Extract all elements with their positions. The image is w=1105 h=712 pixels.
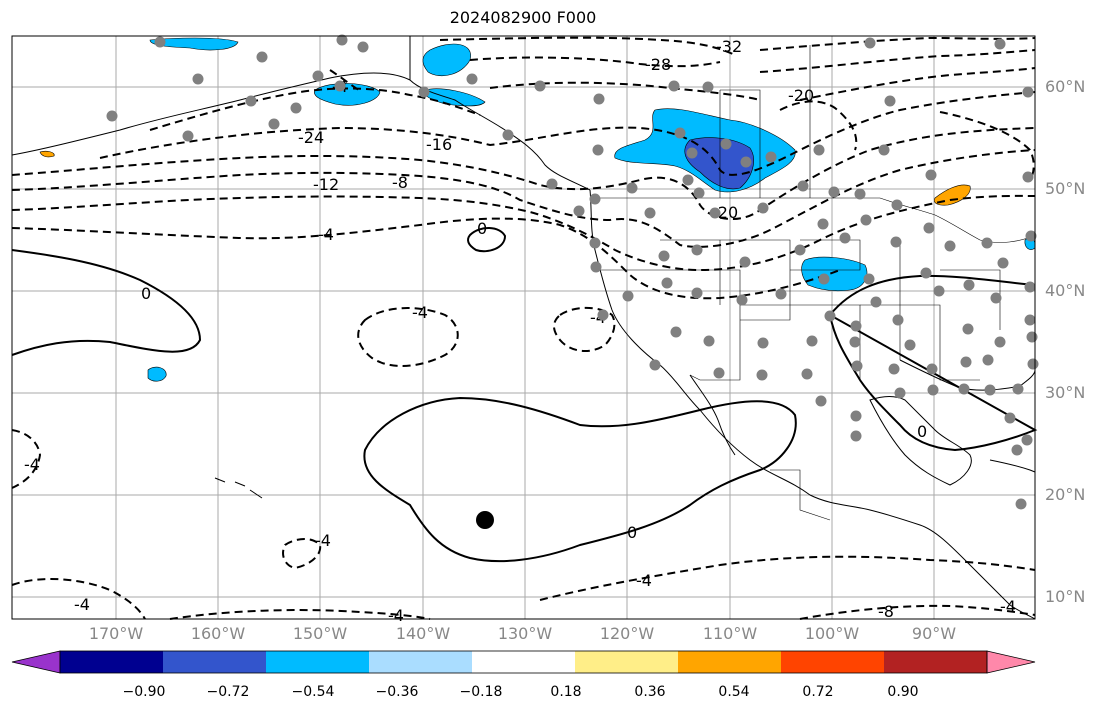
lat-label-60n: 60°N <box>1045 77 1086 96</box>
contour-label: -4 <box>318 225 334 244</box>
contour-label: 0 <box>477 219 487 238</box>
lon-label-90w: 90°W <box>911 624 957 643</box>
colorbar-segment <box>472 651 576 673</box>
lon-label-140w: 140°W <box>395 624 451 643</box>
contour-label: -28 <box>645 55 671 74</box>
lon-label-160w: 160°W <box>190 624 246 643</box>
lat-label-50n: 50°N <box>1045 179 1086 198</box>
contour-label: -4 <box>388 606 404 625</box>
colorbar-tick-label: −0.36 <box>375 684 419 700</box>
lon-label-100w: 100°W <box>804 624 860 643</box>
colorbar-tick-label: −0.18 <box>459 684 503 700</box>
lat-label-20n: 20°N <box>1045 485 1086 504</box>
colorbar-tick-label: 0.18 <box>550 684 582 700</box>
colorbar-segment <box>60 651 164 673</box>
coastlines <box>11 36 1036 620</box>
contour-label: -4 <box>1000 597 1016 616</box>
contour-label: -4 <box>315 531 331 550</box>
contour-label: -32 <box>716 37 742 56</box>
lat-label-40n: 40°N <box>1045 281 1086 300</box>
lon-label-130w: 130°W <box>497 624 553 643</box>
colorbar-tick-label: −0.54 <box>291 684 335 700</box>
colorbar-tick-label: 0.90 <box>887 684 919 700</box>
colorbar-tick-label: 0.36 <box>634 684 666 700</box>
colorbar-segment <box>266 651 370 673</box>
contour-label: 0 <box>627 523 637 542</box>
location-marker <box>476 511 494 529</box>
lat-label-10n: 10°N <box>1045 587 1086 606</box>
lon-label-150w: 150°W <box>292 624 348 643</box>
colorbar-tick-label: −0.72 <box>206 684 250 700</box>
contour-lines <box>11 36 1038 620</box>
contour-label: -4 <box>74 595 90 614</box>
colorbar-extend-low <box>11 650 61 674</box>
colorbar-segment <box>884 651 988 673</box>
contour-label: -8 <box>878 602 894 621</box>
lon-label-110w: 110°W <box>702 624 758 643</box>
contour-label: -24 <box>298 128 324 147</box>
contour-label: 0 <box>917 422 927 441</box>
map-area: -32 -28 -20 -24 -16 -12 -8 -4 0 0 -4 -4 … <box>11 34 1039 625</box>
chart-title: 2024082900 F000 <box>449 8 597 27</box>
contour-label: -20 <box>712 203 738 222</box>
contour-label: -4 <box>24 455 40 474</box>
colorbar-tick-label: 0.54 <box>718 684 750 700</box>
map-frame <box>11 35 1036 620</box>
contour-label: -4 <box>412 303 428 322</box>
colorbar-segment <box>163 651 267 673</box>
colorbar-segment <box>678 651 782 673</box>
colorbar-segments <box>60 651 988 673</box>
colorbar-segment <box>781 651 885 673</box>
lon-label-120w: 120°W <box>599 624 655 643</box>
colorbar-extend-high <box>986 650 1036 674</box>
station-markers <box>106 34 1039 510</box>
contour-label: 0 <box>141 284 151 303</box>
contour-label: -20 <box>788 86 814 105</box>
contour-label: -12 <box>313 175 339 194</box>
lat-label-30n: 30°N <box>1045 383 1086 402</box>
contour-label: -8 <box>392 173 408 192</box>
contour-label: -4 <box>636 571 652 590</box>
colorbar-tick-label: −0.90 <box>122 684 166 700</box>
contour-labels: -32 -28 -20 -24 -16 -12 -8 -4 0 0 -4 -4 … <box>24 37 1016 625</box>
lon-label-170w: 170°W <box>88 624 144 643</box>
contour-label: -16 <box>426 135 452 154</box>
colorbar <box>11 650 1036 674</box>
colorbar-tick-label: 0.72 <box>802 684 834 700</box>
graticule <box>12 36 1035 619</box>
colorbar-segment <box>369 651 473 673</box>
colorbar-segment <box>575 651 679 673</box>
